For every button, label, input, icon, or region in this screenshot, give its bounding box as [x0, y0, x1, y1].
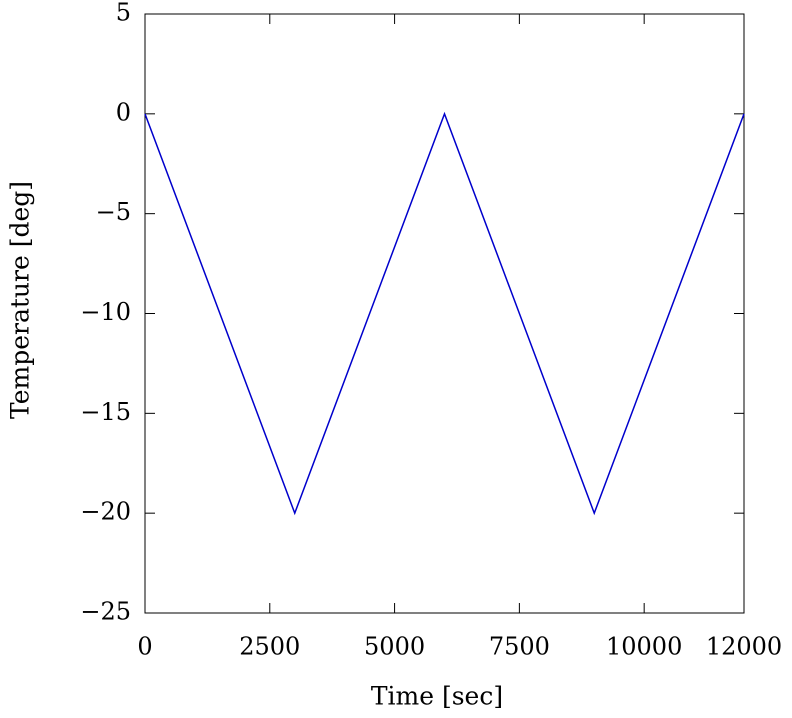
- x-tick-label: 10000: [606, 633, 682, 661]
- x-axis-title: Time [sec]: [371, 682, 503, 711]
- x-tick-label: 0: [137, 633, 152, 661]
- x-tick-label: 5000: [364, 633, 425, 661]
- y-tick-label: −5: [96, 198, 131, 226]
- x-tick-label: 7500: [489, 633, 550, 661]
- y-tick-label: 5: [116, 0, 131, 27]
- y-tick-label: −25: [80, 598, 131, 626]
- x-tick-label: 2500: [239, 633, 300, 661]
- y-tick-label: −10: [80, 298, 131, 326]
- data-line: [144, 111, 745, 516]
- x-tick-label: 12000: [706, 633, 782, 661]
- y-tick-label: 0: [116, 98, 131, 126]
- y-tick-label: −20: [80, 498, 131, 526]
- y-axis-title: Temperature [deg]: [6, 181, 35, 419]
- y-tick-label: −15: [80, 398, 131, 426]
- plot-frame: [144, 13, 745, 614]
